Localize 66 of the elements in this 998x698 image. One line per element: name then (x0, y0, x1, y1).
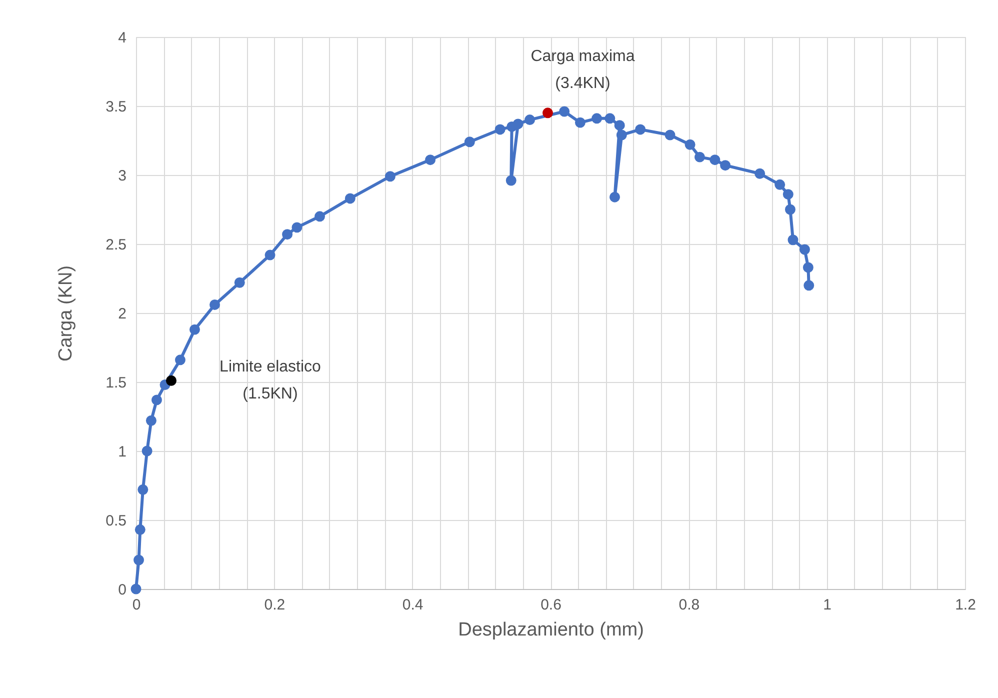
y-tick-label: 0 (118, 582, 126, 598)
x-tick-label: 0 (132, 596, 141, 614)
point (210, 299, 220, 310)
point (130, 584, 142, 594)
y-tick-label: 3 (118, 168, 126, 184)
point (574, 117, 586, 128)
x-tick-label: 0.6 (540, 596, 562, 614)
point (604, 113, 616, 124)
point (610, 192, 620, 202)
point (614, 120, 625, 131)
point (524, 114, 536, 126)
point (174, 354, 186, 366)
point (264, 250, 276, 260)
point (134, 524, 146, 535)
point (494, 124, 506, 135)
point (384, 171, 396, 182)
point (344, 193, 356, 204)
point (804, 280, 814, 291)
point (425, 154, 436, 166)
y-axis-title: Carga (KN) (56, 265, 77, 362)
point (512, 118, 524, 130)
point (151, 394, 162, 406)
point (802, 262, 814, 273)
x-tick-label: 0.2 (264, 596, 286, 614)
x-axis-title: Desplazamiento (mm) (458, 620, 644, 640)
point (694, 152, 705, 162)
point (138, 484, 148, 495)
point (506, 175, 516, 186)
point (784, 204, 796, 215)
y-tick-label: 2.5 (106, 236, 126, 254)
y-tick-label: 1.5 (106, 374, 126, 392)
point (664, 130, 676, 140)
y-tick-label: 0.5 (106, 512, 126, 530)
point (314, 211, 326, 222)
point (166, 375, 176, 386)
y-tick-label: 2 (118, 306, 126, 322)
point (774, 179, 786, 190)
point (146, 415, 156, 426)
point (464, 136, 475, 148)
point (799, 244, 810, 255)
point (542, 108, 553, 118)
point (592, 113, 602, 124)
point (788, 234, 798, 246)
annotation: Limite elastico (1.5KN) (220, 358, 322, 403)
y-tick-label: 1 (118, 444, 126, 460)
point (616, 130, 627, 140)
point (635, 124, 646, 135)
point (282, 229, 293, 240)
point (684, 139, 696, 150)
point (710, 154, 720, 166)
annotation: Carga maxima (3.4KN) (530, 48, 635, 92)
point (134, 554, 144, 566)
x-tick-label: 0.4 (402, 596, 424, 614)
x-tick-label: 1 (823, 596, 832, 614)
x-tick-label: 0.8 (678, 596, 700, 614)
point (559, 106, 570, 117)
x-tick-label: 1.2 (955, 596, 976, 614)
point (189, 324, 200, 335)
point (142, 446, 152, 456)
point (754, 168, 766, 179)
point (782, 189, 794, 200)
point (234, 277, 245, 288)
point (292, 222, 302, 233)
y-tick-label: 3.5 (106, 98, 126, 116)
point (720, 160, 731, 171)
y-tick-label: 4 (118, 30, 126, 46)
